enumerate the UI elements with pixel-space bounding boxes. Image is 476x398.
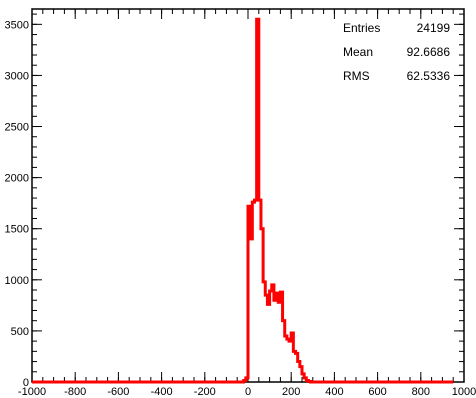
stats-mean-value: 92.6686 <box>407 45 451 59</box>
y-tick-label: 0 <box>23 377 29 389</box>
y-tick-label: 500 <box>11 326 29 338</box>
y-axis: 0 500 1000 1500 2000 2500 3000 3500 <box>5 13 464 389</box>
stats-box: Entries 24199 Mean 92.6686 RMS 62.5336 <box>343 21 450 83</box>
x-tick-label: 0 <box>245 386 251 398</box>
stats-rms-label: RMS <box>343 69 370 83</box>
stats-rms-value: 62.5336 <box>407 69 451 83</box>
x-tick-label: 800 <box>412 386 430 398</box>
y-tick-label: 3500 <box>5 19 29 31</box>
stats-mean-label: Mean <box>343 45 373 59</box>
histogram-series-line <box>32 17 454 384</box>
y-tick-label: 3000 <box>5 70 29 82</box>
x-tick-label: -600 <box>107 386 129 398</box>
stats-entries-value: 24199 <box>417 21 451 35</box>
x-tick-label: -800 <box>64 386 86 398</box>
y-tick-label: 2500 <box>5 122 29 134</box>
x-tick-label: -400 <box>151 386 173 398</box>
x-tick-label: 600 <box>368 386 386 398</box>
x-tick-label: 400 <box>325 386 343 398</box>
x-tick-label: 200 <box>282 386 300 398</box>
stats-entries-label: Entries <box>343 21 380 35</box>
x-tick-label: -200 <box>194 386 216 398</box>
y-tick-label: 1000 <box>5 275 29 287</box>
y-tick-label: 2000 <box>5 173 29 185</box>
x-axis: -1000 -800 -600 -400 -200 0 200 400 600 800 1000 <box>18 9 476 398</box>
x-tick-label: -1000 <box>18 386 46 398</box>
x-tick-label: 1000 <box>452 386 476 398</box>
y-tick-label: 1500 <box>5 224 29 236</box>
